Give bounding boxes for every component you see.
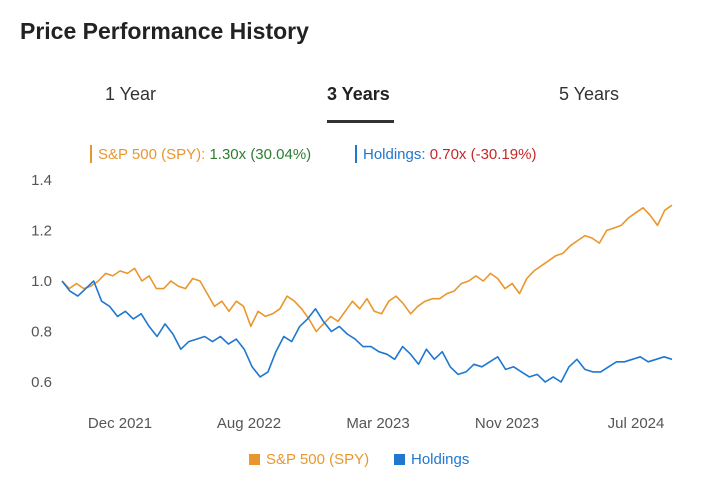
- x-tick-label: Dec 2021: [88, 415, 152, 432]
- holdings-swatch: [394, 454, 405, 465]
- tab-5-years[interactable]: 5 Years: [559, 84, 620, 104]
- tab-1-year[interactable]: 1 Year: [105, 84, 157, 104]
- holdings-marker: [355, 145, 357, 163]
- y-tick-label: 0.8: [31, 324, 52, 341]
- active-tab-underline: [327, 120, 394, 123]
- x-tick-label: Nov 2023: [475, 415, 539, 432]
- holdings-summary-label: Holdings:: [363, 146, 426, 163]
- y-tick-label: 1.4: [31, 172, 52, 189]
- legend-label-holdings: Holdings: [411, 451, 470, 468]
- spy-summary-value: 1.30x (30.04%): [209, 146, 312, 163]
- period-tabs: 1 Year 3 Years 5 Years: [0, 80, 722, 124]
- holdings-series-line: [61, 280, 673, 383]
- holdings-summary: Holdings: 0.70x (-30.19%): [355, 145, 536, 163]
- y-tick-label: 1.0: [31, 273, 52, 290]
- x-tick-label: Aug 2022: [217, 415, 281, 432]
- spy-series-line: [61, 204, 673, 333]
- page-title: Price Performance History: [20, 18, 309, 44]
- holdings-summary-value: 0.70x (-30.19%): [429, 146, 537, 163]
- legend-label-spy: S&P 500 (SPY): [266, 451, 370, 468]
- spy-swatch: [249, 454, 260, 465]
- y-tick-label: 0.6: [31, 374, 52, 391]
- y-tick-label: 1.2: [31, 223, 52, 240]
- x-tick-label: Jul 2024: [608, 415, 665, 432]
- spy-marker: [90, 145, 92, 163]
- legend-item-spy[interactable]: S&P 500 (SPY): [249, 451, 369, 468]
- legend-item-holdings[interactable]: Holdings: [394, 451, 469, 468]
- x-tick-label: Mar 2023: [346, 415, 409, 432]
- spy-summary-label: S&P 500 (SPY):: [98, 146, 206, 163]
- spy-summary: S&P 500 (SPY): 1.30x (30.04%): [90, 145, 311, 163]
- tab-3-years[interactable]: 3 Years: [327, 84, 390, 104]
